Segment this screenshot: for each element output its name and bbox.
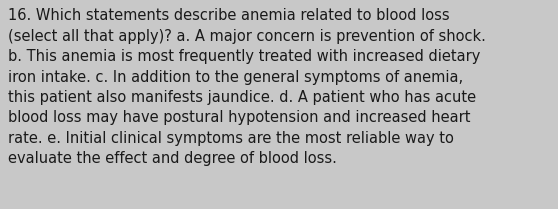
- Text: 16. Which statements describe anemia related to blood loss
(select all that appl: 16. Which statements describe anemia rel…: [8, 8, 486, 166]
